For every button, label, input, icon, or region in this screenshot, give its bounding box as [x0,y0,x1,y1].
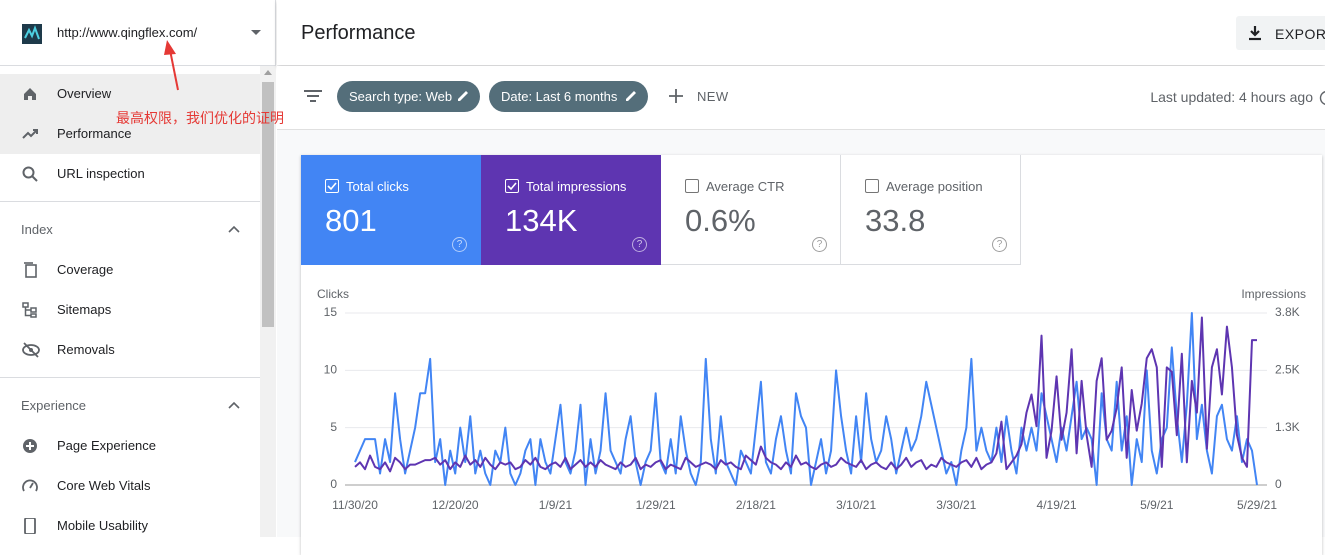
x-tick-label: 3/10/21 [836,498,876,512]
page: Search Console Performance {"sidebar": {… [0,0,1325,537]
metric-tile[interactable]: Total clicks 801 ? [301,155,481,265]
y-axis-title: Clicks [317,287,349,301]
sidebar: http://www.qingflex.com/ Overview Perfor… [0,0,276,537]
x-tick-label: 1/29/21 [636,498,676,512]
nav-label: Core Web Vitals [57,478,150,493]
checkbox[interactable] [685,179,699,193]
chart: Clicks Impressions 0 5 10 15 0 1.3K 2.5K 3.8K 11… [301,265,1322,537]
metric-value: 801 [325,203,377,239]
metric-label: Average position [886,179,983,194]
y2-tick-label: 2.5K [1275,363,1300,377]
nav-url-inspection[interactable]: URL inspection [0,154,260,194]
annotation-arrow [150,40,200,95]
performance-card: Total clicks 801 ? Total impressions 134… [301,155,1322,555]
chip-label: Date: Last 6 months [501,89,617,104]
nav-label: Mobile Usability [57,518,148,533]
nav-label: Removals [57,342,115,357]
nav-label: URL inspection [57,166,145,181]
filter-chip[interactable]: Date: Last 6 months [489,81,648,112]
y-tick-label: 0 [330,477,337,491]
metric-value: 0.6% [685,203,756,239]
y2-tick-label: 1.3K [1275,420,1300,434]
nav-label: Page Experience [57,438,156,453]
y2-tick-label: 0 [1275,477,1282,491]
metric-tile[interactable]: Average CTR 0.6% ? [661,155,841,265]
scroll-up[interactable] [264,70,272,76]
export-label: EXPORT [1275,26,1325,42]
x-tick-label: 11/30/20 [332,498,378,512]
nav-label: Performance [57,126,131,141]
y-tick-label: 10 [324,363,338,377]
section-title: Experience [21,398,86,413]
help-icon[interactable]: ? [632,237,647,252]
nav-mobile-usability[interactable]: Mobile Usability [0,506,260,546]
metric-tile[interactable]: Total impressions 134K ? [481,155,661,265]
series-line [355,313,1257,485]
y2-axis-title: Impressions [1241,287,1306,301]
metric-value: 134K [505,203,577,239]
page-title: Performance [301,22,416,45]
metric-label: Total impressions [526,179,626,194]
nav-label: Overview [57,86,111,101]
nav-label: Coverage [57,262,113,277]
help-icon[interactable]: ? [992,237,1007,252]
help-icon[interactable]: ? [812,237,827,252]
checkbox[interactable] [325,179,339,193]
last-updated: Last updated: 4 hours ago [1150,89,1313,105]
search-console: http://www.qingflex.com/ Overview Perfor… [0,0,1325,537]
x-tick-label: 2/18/21 [736,498,776,512]
x-tick-label: 4/19/21 [1037,498,1077,512]
filter-icon[interactable] [304,90,322,102]
export-button[interactable]: EXPORT [1236,16,1325,50]
y2-tick-label: 3.8K [1275,305,1300,319]
section-title: Index [21,222,53,237]
filter-chip[interactable]: Search type: Web [337,81,480,112]
x-tick-label: 12/20/20 [432,498,479,512]
site-url[interactable]: http://www.qingflex.com/ [57,25,197,40]
checkbox[interactable] [865,179,879,193]
nav-label: Sitemaps [57,302,111,317]
nav-sitemaps[interactable]: Sitemaps [0,290,260,330]
metric-label: Average CTR [706,179,785,194]
new-label: NEW [697,89,729,104]
x-tick-label: 5/29/21 [1237,498,1277,512]
top-bar: Performance EXPORT [277,0,1325,65]
y-tick-label: 5 [330,420,337,434]
nav-core-web-vitals[interactable]: Core Web Vitals [0,466,260,506]
x-tick-label: 5/9/21 [1140,498,1174,512]
help-icon[interactable] [1319,90,1325,106]
nav-coverage[interactable]: Coverage [0,250,260,290]
chip-label: Search type: Web [349,89,452,104]
collapse-icon[interactable] [228,225,240,233]
checkbox[interactable] [505,179,519,193]
nav-page-experience[interactable]: Page Experience [0,426,260,466]
metric-tile[interactable]: Average position 33.8 ? [841,155,1021,265]
y-tick-label: 15 [324,305,338,319]
x-tick-label: 3/30/21 [936,498,976,512]
site-favicon [22,24,42,44]
metric-label: Total clicks [346,179,409,194]
site-dropdown[interactable] [251,30,261,36]
help-icon[interactable]: ? [452,237,467,252]
filter-bar: Search type: Web Date: Last 6 months NEW… [277,66,1325,130]
annotation: 最高权限，我们优化的证明 [116,108,284,128]
collapse-icon[interactable] [228,401,240,409]
new-filter-button[interactable]: NEW [667,86,737,108]
metric-value: 33.8 [865,203,925,239]
x-tick-label: 1/9/21 [539,498,573,512]
nav-removals[interactable]: Removals [0,330,260,370]
